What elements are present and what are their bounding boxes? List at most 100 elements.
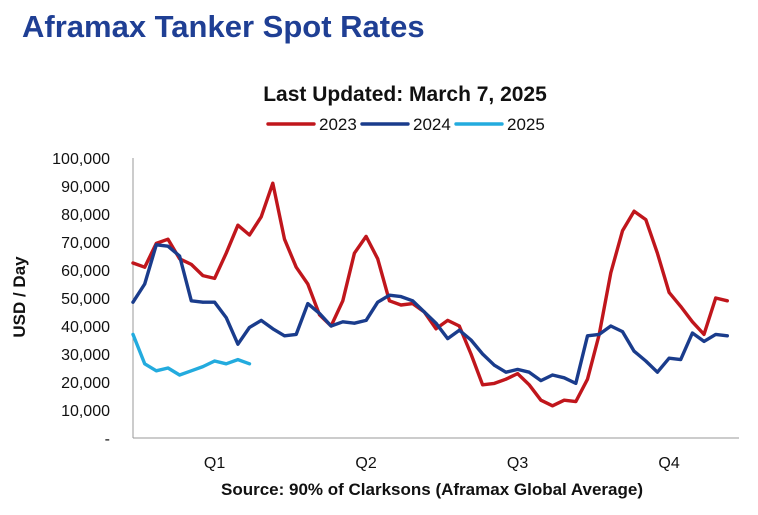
data-point-2025: [178, 373, 182, 377]
axes: [132, 158, 739, 439]
y-tick-label: 100,000: [52, 151, 110, 168]
data-point-2024: [329, 324, 333, 328]
data-point-2023: [516, 372, 519, 375]
data-point-2023: [364, 235, 368, 238]
data-point-2024: [667, 356, 671, 360]
data-point-2023: [259, 215, 263, 219]
data-point-2023: [446, 319, 450, 322]
data-point-2023: [586, 377, 589, 381]
y-tick-label: 40,000: [61, 319, 110, 336]
data-point-2023: [469, 352, 473, 356]
data-point-2023: [143, 265, 147, 269]
data-point-2023: [306, 282, 310, 286]
data-point-2023: [376, 257, 380, 261]
data-point-2024: [644, 359, 648, 363]
data-point-2025: [189, 369, 193, 373]
data-point-2024: [632, 349, 636, 353]
data-point-2023: [644, 218, 648, 222]
data-point-2023: [562, 398, 566, 402]
data-point-2024: [259, 319, 263, 322]
data-point-2024: [364, 319, 368, 322]
data-point-2024: [574, 382, 578, 385]
data-point-2024: [679, 358, 683, 361]
data-point-2024: [446, 337, 450, 340]
x-axis-quarter-labels: Q1 Q2 Q3 Q4: [204, 455, 680, 472]
x-axis-label: Source: 90% of Clarksons (Aframax Global…: [221, 480, 643, 499]
data-point-2024: [597, 333, 601, 336]
data-point-2025: [143, 362, 147, 366]
data-point-2024: [283, 334, 286, 338]
data-point-2024: [213, 300, 216, 304]
data-point-2023: [551, 404, 554, 408]
data-point-2025: [131, 333, 135, 336]
data-point-2024: [376, 300, 380, 304]
data-point-2025: [154, 369, 158, 373]
legend-label-2023: 2023: [319, 115, 357, 134]
data-point-2023: [399, 303, 403, 307]
data-point-2024: [469, 338, 473, 342]
data-point-2023: [434, 327, 438, 331]
data-point-2025: [224, 362, 228, 366]
data-point-2024: [131, 300, 135, 304]
data-point-2024: [236, 342, 240, 346]
data-point-2023: [679, 305, 683, 308]
y-tick-label: 80,000: [61, 207, 110, 224]
data-point-2024: [178, 254, 182, 258]
data-point-2023: [481, 383, 485, 387]
data-point-2024: [271, 327, 275, 331]
data-point-2023: [690, 320, 694, 324]
data-point-2024: [201, 300, 205, 304]
data-point-2024: [318, 312, 321, 315]
series-2024: [131, 243, 729, 386]
y-tick-label: 70,000: [61, 235, 110, 252]
series-2025: [131, 332, 252, 377]
data-point-2024: [422, 310, 426, 314]
data-point-2023: [201, 274, 205, 277]
data-point-2024: [387, 293, 391, 297]
series-line-2025: [131, 332, 252, 377]
y-tick-label: 90,000: [61, 179, 110, 196]
data-point-2024: [702, 340, 706, 343]
data-point-2023: [539, 398, 543, 402]
data-point-2023: [656, 251, 659, 255]
data-point-2023: [248, 233, 251, 237]
data-point-2024: [714, 333, 718, 336]
data-point-2023: [632, 209, 636, 213]
x-quarter-label: Q3: [507, 455, 528, 472]
y-tick-label: -: [105, 431, 110, 448]
data-point-2023: [667, 291, 671, 294]
data-point-2024: [353, 321, 356, 325]
y-tick-label: 10,000: [61, 403, 110, 420]
series-lines: [131, 181, 729, 408]
data-point-2023: [504, 377, 508, 381]
data-point-2023: [457, 324, 461, 328]
data-point-2023: [387, 299, 391, 303]
data-point-2024: [189, 299, 193, 303]
data-point-2024: [725, 334, 729, 338]
data-point-2024: [457, 328, 461, 332]
data-point-2023: [725, 299, 729, 303]
series-line-2024: [131, 243, 729, 386]
series-2023: [131, 181, 729, 408]
y-tick-label: 20,000: [61, 375, 110, 392]
data-point-2024: [341, 320, 345, 324]
data-point-2024: [434, 321, 438, 325]
data-point-2024: [306, 302, 310, 305]
data-point-2023: [621, 229, 624, 233]
data-point-2025: [201, 365, 205, 368]
data-point-2024: [586, 334, 589, 338]
data-point-2023: [131, 261, 135, 265]
y-tick-label: 30,000: [61, 347, 110, 364]
data-point-2024: [516, 368, 519, 371]
data-point-2023: [492, 382, 496, 385]
data-point-2023: [166, 237, 170, 241]
legend: 2023 2024 2025: [266, 115, 545, 134]
data-point-2024: [690, 331, 694, 335]
data-point-2023: [341, 299, 345, 303]
data-point-2023: [224, 251, 228, 255]
x-quarter-label: Q4: [658, 455, 679, 472]
data-point-2024: [399, 295, 403, 298]
data-point-2024: [562, 376, 566, 380]
